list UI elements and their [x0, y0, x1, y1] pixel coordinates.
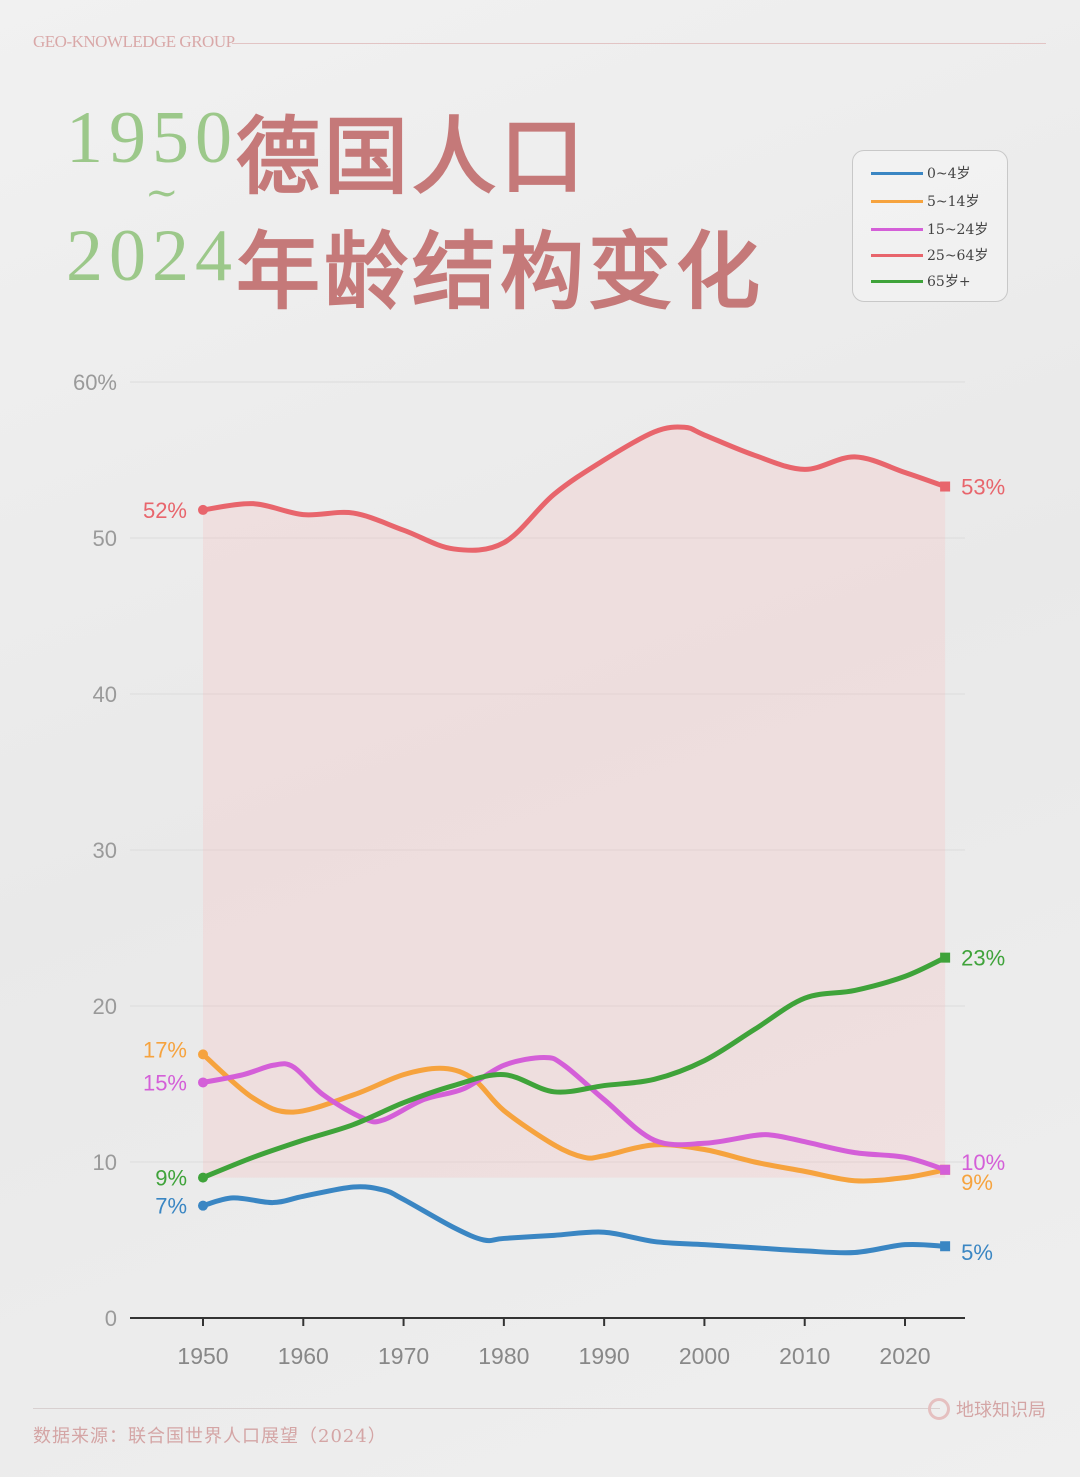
legend-swatch — [871, 253, 923, 257]
x-tick-label: 2000 — [679, 1343, 730, 1369]
series-end-label: 5% — [961, 1240, 993, 1265]
legend-swatch — [871, 227, 923, 231]
legend-item-5-14: 5~14岁 — [871, 191, 979, 211]
series-end-label: 10% — [961, 1150, 1005, 1175]
series-start-label: 7% — [155, 1194, 187, 1219]
footer-divider — [33, 1408, 940, 1409]
data-source: 数据来源：联合国世界人口展望（2024） — [33, 1426, 387, 1447]
brand-divider — [232, 43, 1046, 44]
series-start-label: 52% — [143, 498, 187, 523]
legend-item-15-24: 15~24岁 — [871, 219, 988, 239]
series-start-point — [198, 1077, 208, 1088]
legend-item-0-4: 0~4岁 — [871, 163, 971, 183]
y-tick-label: 20 — [93, 994, 117, 1019]
series-line-4 — [200, 955, 948, 1181]
logo-icon — [928, 1398, 950, 1420]
y-tick-label: 50 — [93, 526, 117, 551]
series-end-label: 9% — [961, 1170, 993, 1195]
x-tick-label: 1980 — [478, 1343, 529, 1369]
legend-swatch — [871, 199, 923, 203]
x-tick-label: 1950 — [177, 1343, 228, 1369]
y-tick-label: 40 — [93, 682, 117, 707]
y-tick-label: 0 — [105, 1306, 117, 1331]
y-tick-label: 10 — [93, 1150, 117, 1175]
legend-item-65plus: 65岁+ — [871, 271, 971, 291]
legend-swatch — [871, 171, 923, 175]
title-year-end: 2024 — [66, 215, 238, 297]
legend-label: 0~4岁 — [927, 166, 971, 182]
series-line-0 — [200, 1184, 948, 1256]
legend-swatch — [871, 279, 923, 283]
legend-label: 15~24岁 — [927, 222, 989, 238]
series-start-label: 15% — [143, 1070, 187, 1095]
series-start-point — [198, 1172, 208, 1183]
x-tick-label: 1970 — [378, 1343, 429, 1369]
series-start-label: 17% — [143, 1037, 187, 1062]
series-start-point — [198, 1200, 208, 1211]
series-start-point — [198, 1049, 208, 1060]
series-start-label: 9% — [155, 1166, 187, 1191]
series-end-label: 23% — [961, 946, 1005, 971]
logo: 地球知识局 — [928, 1396, 1046, 1422]
series-line-2 — [200, 1054, 948, 1173]
brand-text: GEO-KNOWLEDGE GROUP — [33, 32, 235, 51]
title-tilde: ~ — [145, 170, 179, 216]
title-line-2: 年龄结构变化 — [236, 222, 765, 321]
series-end-point — [940, 952, 951, 963]
series-end-label: 53% — [961, 475, 1005, 500]
series-start-point — [198, 504, 208, 515]
y-tick-label: 60% — [73, 370, 117, 395]
series-end-point — [940, 1164, 951, 1175]
series-line-1 — [200, 1051, 948, 1184]
series-end-point — [940, 1241, 951, 1252]
legend-label: 5~14岁 — [927, 194, 980, 210]
legend-label: 25~64岁 — [927, 248, 989, 264]
title-line-1: 德国人口 — [236, 107, 589, 206]
x-tick-label: 1960 — [278, 1343, 329, 1369]
x-tick-label: 2010 — [779, 1343, 830, 1369]
legend: 0~4岁 5~14岁 15~24岁 25~64岁 65岁+ — [852, 150, 1008, 302]
series-end-point — [940, 481, 951, 492]
logo-text: 地球知识局 — [956, 1400, 1046, 1421]
series-line-3 — [200, 424, 948, 553]
x-tick-label: 2020 — [879, 1343, 930, 1369]
title-year-start: 1950 — [66, 97, 238, 179]
y-tick-label: 30 — [93, 838, 117, 863]
area-25-64 — [203, 426, 946, 1178]
legend-label: 65岁+ — [927, 274, 971, 290]
x-tick-label: 1990 — [579, 1343, 630, 1369]
legend-item-25-64: 25~64岁 — [871, 245, 988, 265]
